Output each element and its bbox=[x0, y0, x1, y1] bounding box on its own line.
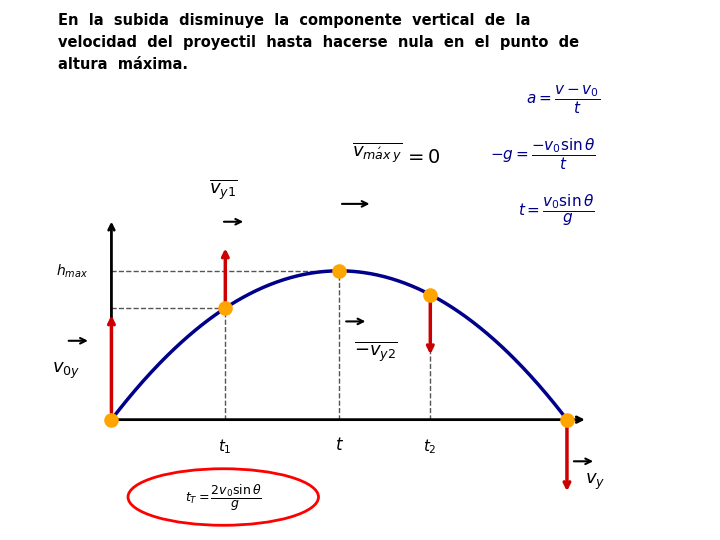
Text: $t_2$: $t_2$ bbox=[423, 437, 437, 456]
Text: $\overline{v_{m\acute{a}x\,y}}$: $\overline{v_{m\acute{a}x\,y}}$ bbox=[351, 140, 402, 164]
Point bbox=[106, 415, 117, 424]
Text: $\overline{v_{y1}}$: $\overline{v_{y1}}$ bbox=[210, 177, 238, 201]
Text: $t$: $t$ bbox=[335, 437, 343, 455]
Text: $v_{0y}$: $v_{0y}$ bbox=[52, 360, 80, 381]
Text: En  la  subida  disminuye  la  componente  vertical  de  la: En la subida disminuye la componente ver… bbox=[58, 14, 530, 29]
Point bbox=[425, 291, 436, 299]
Text: $= 0$: $= 0$ bbox=[404, 148, 441, 167]
Text: $-g = \dfrac{-v_0 \sin\theta}{t}$: $-g = \dfrac{-v_0 \sin\theta}{t}$ bbox=[490, 136, 595, 172]
Point bbox=[561, 415, 572, 424]
Text: altura  máxima.: altura máxima. bbox=[58, 57, 188, 72]
Text: $h_{max}$: $h_{max}$ bbox=[56, 262, 89, 280]
Text: $t = \dfrac{v_0 \sin\theta}{g}$: $t = \dfrac{v_0 \sin\theta}{g}$ bbox=[518, 193, 595, 228]
Text: velocidad  del  proyectil  hasta  hacerse  nula  en  el  punto  de: velocidad del proyectil hasta hacerse nu… bbox=[58, 35, 579, 50]
Text: $t_T = \dfrac{2v_0 \sin\theta}{g}$: $t_T = \dfrac{2v_0 \sin\theta}{g}$ bbox=[185, 483, 261, 513]
Text: $v_y$: $v_y$ bbox=[585, 472, 606, 492]
Text: $a = \dfrac{v - v_0}{t}$: $a = \dfrac{v - v_0}{t}$ bbox=[526, 84, 600, 116]
Text: $\overline{-v_{y2}}$: $\overline{-v_{y2}}$ bbox=[354, 339, 398, 363]
Ellipse shape bbox=[128, 469, 318, 525]
Point bbox=[220, 303, 231, 312]
Point bbox=[333, 267, 345, 275]
Text: $t_1$: $t_1$ bbox=[218, 437, 232, 456]
